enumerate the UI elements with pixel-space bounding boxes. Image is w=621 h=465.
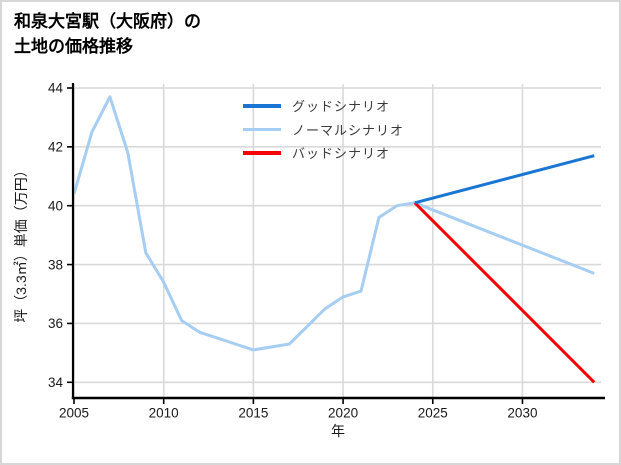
legend-label-good: グッドシナリオ: [292, 99, 391, 115]
x-tick-label-2015: 2015: [238, 406, 268, 421]
x-tick-label-2020: 2020: [328, 406, 358, 421]
chart-legend: グッドシナリオ ノーマルシナリオ バッドシナリオ: [243, 94, 404, 165]
y-tick-label-40: 40: [48, 198, 63, 213]
y-tick-label-38: 38: [48, 257, 63, 272]
legend-label-normal: ノーマルシナリオ: [292, 122, 405, 138]
y-tick-label-44: 44: [48, 81, 64, 96]
legend-item-bad: バッドシナリオ: [243, 141, 404, 165]
series-line-bad: [413, 201, 596, 384]
legend-swatch-bad: [243, 151, 281, 155]
chart-title: 和泉大宮駅（大阪府）の 土地の価格推移: [14, 9, 201, 59]
tick-labels: 2005 2010 2015 2020 2025 2030 34 36 38 40 42 44: [48, 81, 538, 421]
series-line-normal: [72, 95, 595, 352]
legend-item-normal: ノーマルシナリオ: [243, 118, 404, 142]
legend-swatch-good: [243, 104, 281, 108]
x-axis-label: 年: [331, 423, 345, 439]
legend-label-bad: バッドシナリオ: [292, 146, 391, 162]
x-tick-label-2005: 2005: [59, 406, 89, 421]
series-line-good: [414, 154, 595, 205]
y-axis-label: 坪（3.3㎡）単価（万円）: [13, 163, 29, 323]
chart-title-line2: 土地の価格推移: [14, 37, 133, 56]
x-tick-label-2025: 2025: [418, 406, 448, 421]
y-tick-label-36: 36: [48, 316, 63, 331]
x-tick-label-2010: 2010: [149, 406, 179, 421]
y-tick-label-34: 34: [48, 375, 64, 390]
legend-item-good: グッドシナリオ: [243, 94, 404, 118]
series-lines: [72, 95, 596, 384]
legend-swatch-normal: [243, 127, 281, 131]
axes-spines: [67, 83, 605, 404]
gridlines: [73, 84, 601, 397]
y-tick-label-42: 42: [48, 140, 63, 155]
x-tick-label-2030: 2030: [507, 406, 537, 421]
chart-title-line1: 和泉大宮駅（大阪府）の: [14, 12, 201, 31]
